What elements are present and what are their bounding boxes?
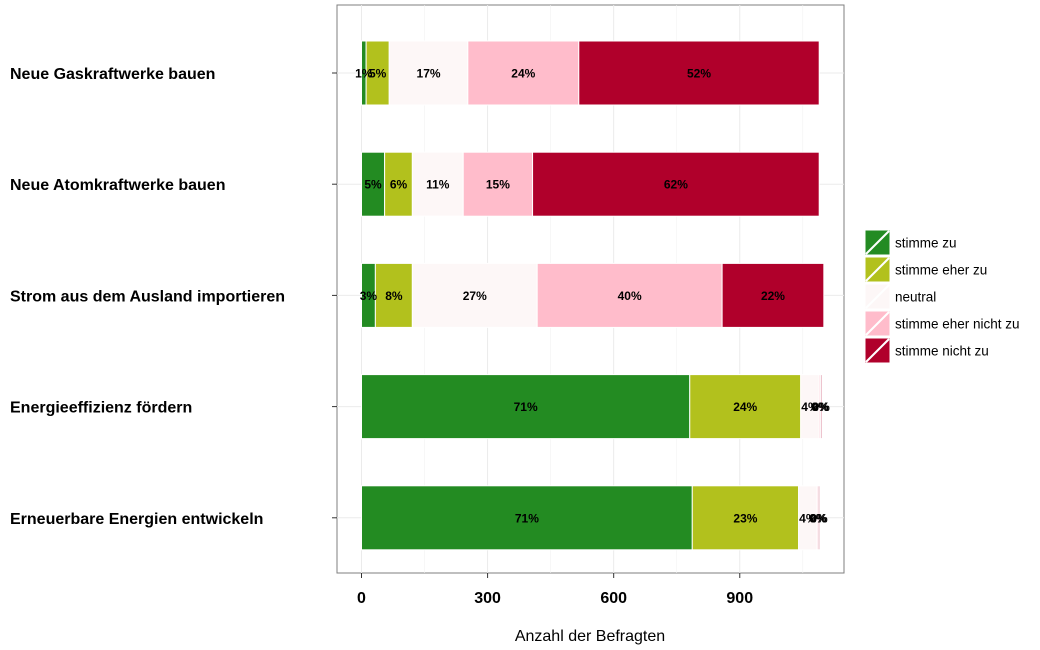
- data-label: 4%: [799, 511, 817, 525]
- bar-segment: [388, 40, 469, 106]
- category-label: Neue Gaskraftwerke bauen: [10, 66, 215, 83]
- data-label: 6%: [390, 178, 408, 192]
- y-axis: Neue Gaskraftwerke bauen Neue Atomkraftwe…: [10, 66, 337, 528]
- data-label: 5%: [369, 67, 387, 81]
- data-label: 52%: [687, 67, 711, 81]
- legend: stimme zu stimme eher zu neutral stimme ehe…: [864, 229, 1020, 364]
- data-label: 22%: [761, 289, 785, 303]
- data-label: 11%: [426, 178, 450, 192]
- data-label: 4%: [801, 400, 819, 414]
- bar-segment: [361, 374, 691, 440]
- bar-segment: [819, 374, 823, 440]
- x-tick-label: 0: [357, 590, 366, 607]
- data-label: 71%: [515, 511, 539, 525]
- legend-key-slash: [865, 257, 890, 282]
- bar-segment: [532, 151, 820, 217]
- data-label: 0%: [812, 400, 830, 414]
- x-tick-label: 600: [600, 590, 627, 607]
- bar-segment: [467, 40, 580, 106]
- data-label: 1%: [355, 67, 373, 81]
- bar-segment: [411, 262, 538, 328]
- x-axis-title: Anzahl der Befragten: [515, 628, 665, 645]
- data-label: 0%: [810, 511, 828, 525]
- data-label: 40%: [618, 289, 642, 303]
- category-label: Erneuerbare Energien entwickeln: [10, 511, 263, 528]
- data-label: 0%: [809, 511, 827, 525]
- data-label: 5%: [364, 178, 382, 192]
- bar-segment: [462, 151, 534, 217]
- data-label: 17%: [417, 67, 441, 81]
- x-axis: 0 300 600 900: [357, 573, 753, 607]
- legend-key-slash: [865, 338, 890, 363]
- legend-label: stimme nicht zu: [895, 344, 989, 359]
- data-label: 62%: [664, 178, 688, 192]
- x-tick-label: 900: [726, 590, 753, 607]
- data-label: 27%: [463, 289, 487, 303]
- data-label: 15%: [486, 178, 510, 192]
- legend-key-slash: [865, 311, 890, 336]
- data-label: 8%: [385, 289, 403, 303]
- data-label: 0%: [811, 400, 829, 414]
- category-label: Energieeffizienz fördern: [10, 400, 192, 417]
- bar-segment: [384, 151, 413, 217]
- bar-segment: [536, 262, 723, 328]
- legend-label: stimme eher zu: [895, 263, 987, 278]
- legend-key-slash: [865, 230, 890, 255]
- category-label: Strom aus dem Ausland importieren: [10, 288, 285, 305]
- bar-segment: [817, 485, 821, 551]
- bar-segment: [374, 262, 413, 328]
- data-label: 3%: [360, 289, 378, 303]
- data-label: 71%: [514, 400, 538, 414]
- legend-label: stimme eher nicht zu: [895, 317, 1020, 332]
- bar-segment: [578, 40, 820, 106]
- data-label: 24%: [733, 400, 757, 414]
- bar-segment: [691, 485, 800, 551]
- data-label: 23%: [733, 511, 757, 525]
- legend-label: stimme zu: [895, 236, 957, 251]
- legend-label: neutral: [895, 290, 936, 305]
- legend-key-slash: [865, 284, 890, 309]
- data-label: 24%: [511, 67, 535, 81]
- bar-segment: [721, 262, 825, 328]
- x-tick-label: 300: [474, 590, 501, 607]
- category-label: Neue Atomkraftwerke bauen: [10, 177, 225, 194]
- bars: 1%5% 17% 24% 52%5% 6% 11% 15% 62%3% 8% 27% 40% 22%7…: [355, 40, 830, 551]
- bar-segment: [361, 485, 693, 551]
